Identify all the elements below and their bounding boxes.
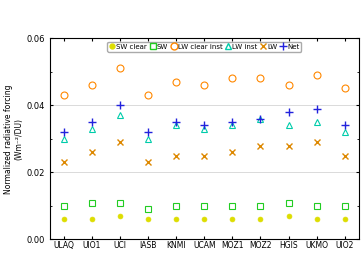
Y-axis label: Normalized radiative forcing
(Wm⁻²/DU): Normalized radiative forcing (Wm⁻²/DU): [4, 84, 24, 194]
Legend: SW clear, SW, LW clear inst, LW inst, LW, Net: SW clear, SW, LW clear inst, LW inst, LW…: [107, 42, 301, 52]
